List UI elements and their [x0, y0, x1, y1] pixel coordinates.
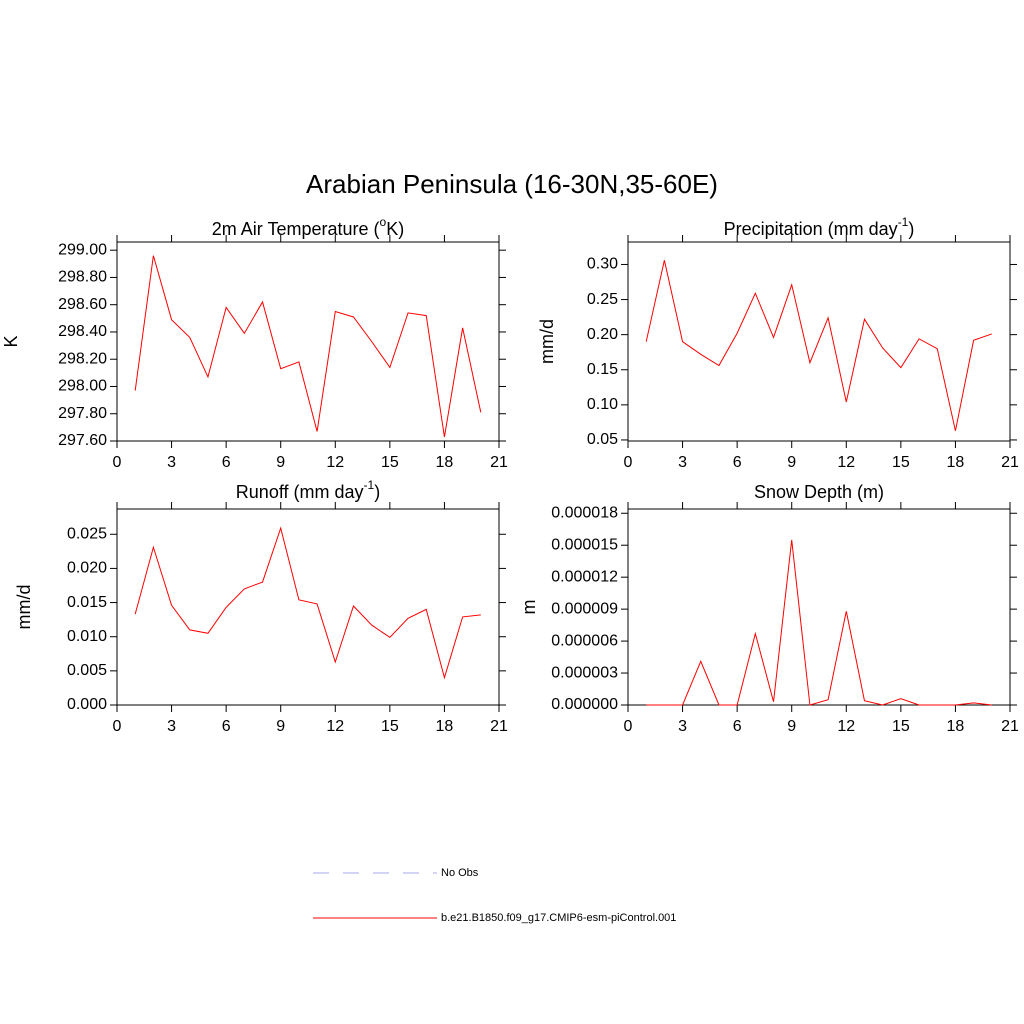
y-tick-label: 0.15	[587, 361, 618, 378]
panel-title: Runoff (mm day-1)	[236, 478, 380, 502]
y-tick-label: 0.000	[67, 696, 107, 713]
y-tick-label: 298.80	[58, 269, 107, 286]
y-tick-label: 0.020	[67, 560, 107, 577]
x-tick-label: 6	[222, 454, 231, 471]
legend-label: No Obs	[441, 867, 479, 879]
data-line	[646, 539, 992, 706]
x-tick-label: 21	[1001, 718, 1019, 735]
x-tick-label: 21	[1001, 454, 1019, 471]
x-tick-label: 3	[167, 454, 176, 471]
y-axis-label: m	[519, 600, 539, 615]
x-tick-label: 18	[436, 718, 454, 735]
y-tick-label: 299.00	[58, 241, 107, 258]
y-tick-label: 0.20	[587, 326, 618, 343]
y-tick-label: 0.000000	[551, 696, 618, 713]
title-part: -1	[898, 215, 909, 229]
x-tick-label: 6	[733, 718, 742, 735]
x-tick-label: 15	[892, 454, 910, 471]
x-tick-label: 18	[947, 718, 965, 735]
y-tick-label: 0.025	[67, 525, 107, 542]
title-part: Runoff (mm day	[236, 482, 364, 502]
title-part: o	[380, 215, 387, 229]
y-tick-label: 0.000015	[551, 536, 618, 553]
plot-frame	[627, 508, 1011, 706]
x-tick-label: 6	[222, 718, 231, 735]
y-tick-label: 0.000009	[551, 600, 618, 617]
y-tick-label: 0.010	[67, 628, 107, 645]
plot-frame	[116, 508, 500, 706]
x-tick-label: 12	[837, 718, 855, 735]
x-tick-label: 15	[381, 454, 399, 471]
title-part: Snow Depth (m)	[754, 482, 884, 502]
panel-title: Precipitation (mm day-1)	[724, 215, 915, 239]
title-part: 2m Air Temperature (	[212, 219, 380, 239]
x-tick-label: 9	[276, 454, 285, 471]
y-tick-label: 298.60	[58, 296, 107, 313]
x-tick-label: 18	[947, 454, 965, 471]
panel-title: 2m Air Temperature (oK)	[212, 215, 404, 239]
y-tick-label: 0.015	[67, 594, 107, 611]
data-line	[645, 260, 992, 431]
x-tick-label: 9	[787, 718, 796, 735]
y-tick-label: 0.005	[67, 662, 107, 679]
x-tick-label: 0	[624, 454, 633, 471]
title-part: )	[374, 482, 380, 502]
title-part: -1	[364, 478, 375, 492]
data-line	[134, 255, 482, 437]
x-tick-label: 15	[381, 718, 399, 735]
y-tick-label: 0.25	[587, 291, 618, 308]
x-tick-label: 0	[624, 718, 633, 735]
plot-frame	[627, 241, 1011, 442]
title-part: )	[908, 219, 914, 239]
plot-frame	[116, 241, 500, 442]
title-part: Precipitation (mm day	[724, 219, 898, 239]
x-tick-label: 21	[490, 718, 508, 735]
panel-title: Snow Depth (m)	[754, 482, 884, 502]
x-tick-label: 0	[113, 454, 122, 471]
x-tick-label: 0	[113, 718, 122, 735]
y-axis-label: mm/d	[14, 585, 34, 630]
figure-title: Arabian Peninsula (16-30N,35-60E)	[306, 169, 718, 199]
y-tick-label: 0.000012	[551, 568, 618, 585]
y-tick-label: 297.80	[58, 405, 107, 422]
x-tick-label: 3	[167, 718, 176, 735]
y-axis-label: K	[1, 335, 21, 347]
x-tick-label: 3	[678, 718, 687, 735]
y-tick-label: 0.000003	[551, 664, 618, 681]
y-tick-label: 298.40	[58, 323, 107, 340]
x-tick-label: 18	[436, 454, 454, 471]
y-tick-label: 0.30	[587, 256, 618, 273]
x-tick-label: 9	[276, 718, 285, 735]
y-tick-label: 298.20	[58, 350, 107, 367]
x-tick-label: 9	[787, 454, 796, 471]
x-tick-label: 6	[733, 454, 742, 471]
x-tick-label: 15	[892, 718, 910, 735]
y-tick-label: 0.000006	[551, 632, 618, 649]
x-tick-label: 21	[490, 454, 508, 471]
y-axis-label: mm/d	[537, 319, 557, 364]
y-tick-label: 298.00	[58, 378, 107, 395]
y-tick-label: 0.10	[587, 396, 618, 413]
x-tick-label: 12	[837, 454, 855, 471]
data-line	[134, 526, 481, 680]
x-tick-label: 12	[326, 454, 344, 471]
y-tick-label: 0.05	[587, 431, 618, 448]
legend-label: b.e21.B1850.f09_g17.CMIP6-esm-piControl.…	[441, 912, 676, 924]
x-tick-label: 3	[678, 454, 687, 471]
y-tick-label: 0.000018	[551, 504, 618, 521]
y-tick-label: 297.60	[58, 432, 107, 449]
title-part: K)	[386, 219, 404, 239]
x-tick-label: 12	[326, 718, 344, 735]
